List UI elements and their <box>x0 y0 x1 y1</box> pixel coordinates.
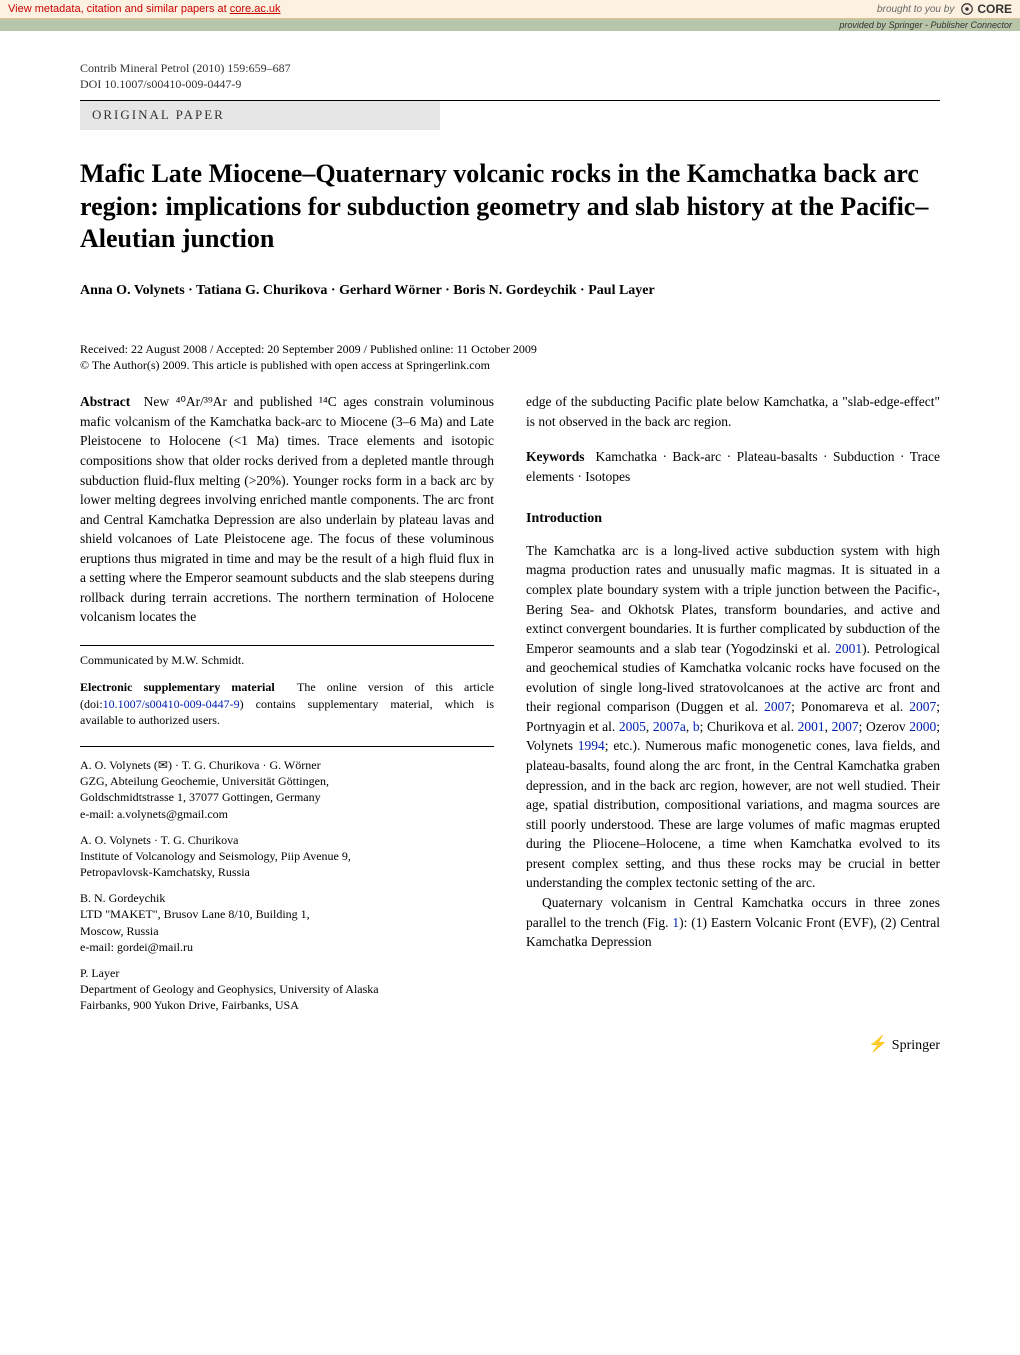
intro-p1-7: ; Churikova et al. <box>700 719 798 734</box>
dates-line2: © The Author(s) 2009. This article is pu… <box>80 357 940 374</box>
abstract-text: New ⁴⁰Ar/³⁹Ar and published ¹⁴C ages con… <box>80 394 494 624</box>
intro-p1-3: ; Ponomareva et al. <box>791 699 909 714</box>
supp-material: Electronic supplementary material The on… <box>80 679 494 728</box>
two-column-body: Abstract New ⁴⁰Ar/³⁹Ar and published ¹⁴C… <box>80 392 940 1013</box>
cite-2001b[interactable]: 2001 <box>798 719 825 734</box>
affil-1-l1: Goldschmidtstrasse 1, 37077 Gottingen, G… <box>80 789 494 805</box>
communicated-by: Communicated by M.W. Schmidt. <box>80 652 494 669</box>
intro-heading: Introduction <box>526 509 940 529</box>
intro-p1-11: ; etc.). Numerous mafic monogenetic cone… <box>526 738 940 890</box>
right-top-para: edge of the subducting Pacific plate bel… <box>526 392 940 431</box>
abstract-label: Abstract <box>80 394 130 409</box>
dates: Received: 22 August 2008 / Accepted: 20 … <box>80 341 940 375</box>
provided-text: Springer - Publisher Connector <box>888 20 1012 30</box>
core-brand: CORE <box>977 2 1012 16</box>
keywords-label: Keywords <box>526 449 585 464</box>
affiliation-3: B. N. Gordeychik LTD "MAKET", Brusov Lan… <box>80 890 494 955</box>
core-left-text: View metadata, citation and similar pape… <box>8 3 230 15</box>
intro-p2: Quaternary volcanism in Central Kamchatk… <box>526 893 940 952</box>
intro-p1-5: , <box>646 719 653 734</box>
left-divider-2 <box>80 746 494 747</box>
keywords-text: Kamchatka · Back-arc · Plateau-basalts ·… <box>526 449 940 484</box>
journal-doi: DOI 10.1007/s00410-009-0447-9 <box>80 77 940 93</box>
cite-2007a[interactable]: 2007 <box>764 699 791 714</box>
cite-1994[interactable]: 1994 <box>578 738 605 753</box>
cite-b[interactable]: b <box>693 719 700 734</box>
journal-info: Contrib Mineral Petrol (2010) 159:659–68… <box>80 61 940 92</box>
intro-p1-8: , <box>825 719 832 734</box>
springer-text: Springer <box>892 1038 940 1053</box>
springer-logo-icon: ⚡ <box>868 1036 888 1053</box>
affil-3-l0: LTD "MAKET", Brusov Lane 8/10, Building … <box>80 906 494 922</box>
abstract-para: Abstract New ⁴⁰Ar/³⁹Ar and published ¹⁴C… <box>80 392 494 627</box>
cite-2001[interactable]: 2001 <box>835 641 862 656</box>
article-type: ORIGINAL PAPER <box>92 107 225 122</box>
cite-2000[interactable]: 2000 <box>909 719 936 734</box>
intro-p1-6: , <box>686 719 693 734</box>
cite-2007b[interactable]: 2007 <box>909 699 936 714</box>
affil-1-l0: GZG, Abteilung Geochemie, Universität Gö… <box>80 773 494 789</box>
affiliation-2: A. O. Volynets · T. G. Churikova Institu… <box>80 832 494 881</box>
keywords-para: Keywords Kamchatka · Back-arc · Plateau-… <box>526 447 940 486</box>
provided-prefix: provided by <box>839 20 888 30</box>
affil-2-names: A. O. Volynets · T. G. Churikova <box>80 832 494 848</box>
affil-2-l1: Petropavlovsk-Kamchatsky, Russia <box>80 864 494 880</box>
left-column: Abstract New ⁴⁰Ar/³⁹Ar and published ¹⁴C… <box>80 392 494 1013</box>
right-column: edge of the subducting Pacific plate bel… <box>526 392 940 1013</box>
affiliation-4: P. Layer Department of Geology and Geoph… <box>80 965 494 1014</box>
affiliation-1: A. O. Volynets (✉) · T. G. Churikova · G… <box>80 757 494 822</box>
authors: Anna O. Volynets · Tatiana G. Churikova … <box>80 280 940 301</box>
affil-4-l0: Department of Geology and Geophysics, Un… <box>80 981 494 997</box>
affil-3-names: B. N. Gordeychik <box>80 890 494 906</box>
journal-citation: Contrib Mineral Petrol (2010) 159:659–68… <box>80 61 940 77</box>
intro-p1-1: The Kamchatka arc is a long-lived active… <box>526 543 940 656</box>
springer-footer: ⚡ Springer <box>80 1034 940 1054</box>
affil-4-names: P. Layer <box>80 965 494 981</box>
article-title: Mafic Late Miocene–Quaternary volcanic r… <box>80 158 940 256</box>
affil-1-names: A. O. Volynets (✉) · T. G. Churikova · G… <box>80 757 494 773</box>
core-logo-icon <box>960 2 974 16</box>
article-type-box: ORIGINAL PAPER <box>80 101 440 130</box>
cite-2007c[interactable]: 2007 <box>832 719 859 734</box>
core-link[interactable]: core.ac.uk <box>230 3 281 15</box>
page-content: Contrib Mineral Petrol (2010) 159:659–68… <box>0 31 1020 1084</box>
dates-line1: Received: 22 August 2008 / Accepted: 20 … <box>80 341 940 358</box>
intro-p1-9: ; Ozerov <box>859 719 910 734</box>
core-logo[interactable]: CORE <box>960 2 1012 16</box>
affil-3-l2: e-mail: gordei@mail.ru <box>80 939 494 955</box>
supp-label: Electronic supplementary material <box>80 680 275 694</box>
supp-doi-link[interactable]: 10.1007/s00410-009-0447-9 <box>103 697 240 711</box>
left-divider-1 <box>80 645 494 646</box>
affil-4-l1: Fairbanks, 900 Yukon Drive, Fairbanks, U… <box>80 997 494 1013</box>
provided-bar: provided by Springer - Publisher Connect… <box>0 19 1020 31</box>
core-left: View metadata, citation and similar pape… <box>8 3 281 15</box>
core-banner: View metadata, citation and similar pape… <box>0 0 1020 19</box>
intro-p1: The Kamchatka arc is a long-lived active… <box>526 541 940 893</box>
cite-2005[interactable]: 2005 <box>619 719 646 734</box>
affil-3-l1: Moscow, Russia <box>80 923 494 939</box>
core-brought: brought to you by <box>877 4 954 15</box>
core-right: brought to you by CORE <box>877 2 1012 16</box>
affil-1-l2: e-mail: a.volynets@gmail.com <box>80 806 494 822</box>
affil-2-l0: Institute of Volcanology and Seismology,… <box>80 848 494 864</box>
cite-2007a2[interactable]: 2007a <box>653 719 686 734</box>
